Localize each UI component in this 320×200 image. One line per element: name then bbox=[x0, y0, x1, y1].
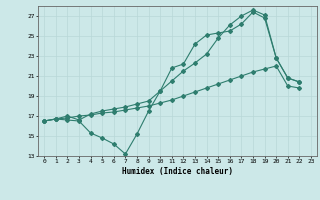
X-axis label: Humidex (Indice chaleur): Humidex (Indice chaleur) bbox=[122, 167, 233, 176]
